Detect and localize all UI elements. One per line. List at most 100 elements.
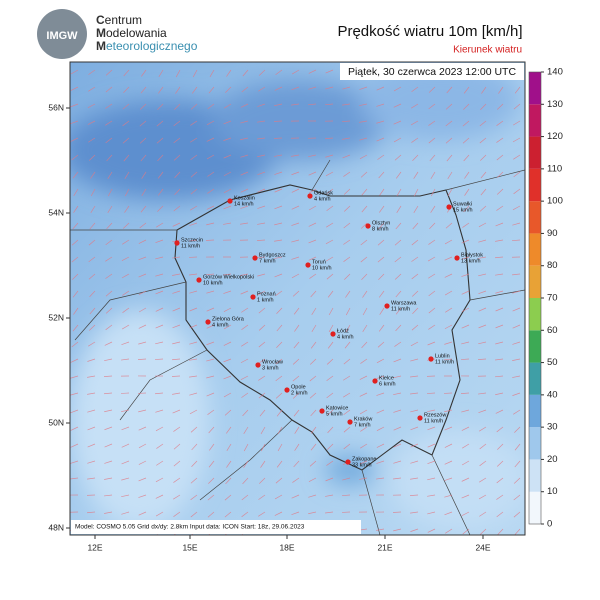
- wind-arrow: [376, 137, 385, 142]
- wind-arrow: [395, 307, 402, 315]
- wind-arrow: [70, 375, 79, 379]
- wind-arrow: [413, 171, 419, 179]
- wind-arrow: [141, 69, 147, 77]
- wind-arrow: [291, 511, 300, 515]
- wind-arrow: [342, 154, 351, 159]
- city-name: Opole: [291, 384, 306, 390]
- wind-arrow: [258, 375, 266, 381]
- wind-arrow: [445, 528, 453, 534]
- wind-arrow: [343, 426, 351, 433]
- wind-arrow: [495, 239, 504, 242]
- wind-arrow: [191, 443, 198, 451]
- wind-arrow: [260, 460, 266, 468]
- wind-arrow: [104, 494, 113, 497]
- wind-arrow: [190, 120, 198, 126]
- wind-arrow: [70, 120, 79, 125]
- axes: 56N 54N 52N 50N 48N 12E 15E 18E 21E 24E: [48, 102, 490, 552]
- wind-arrow: [413, 205, 419, 213]
- wind-arrow: [292, 290, 300, 297]
- wind-arrow: [496, 426, 504, 433]
- wind-arrow: [461, 324, 470, 329]
- wind-arrow: [359, 375, 368, 380]
- wind-arrow: [446, 86, 453, 94]
- wind-arrow: [240, 290, 249, 295]
- wind-arrow: [514, 460, 521, 468]
- wind-arrow: [107, 171, 113, 179]
- wind-arrow: [342, 477, 351, 481]
- wind-arrow: [70, 392, 79, 396]
- wind-arrow: [495, 392, 504, 396]
- wind-arrow: [461, 239, 470, 244]
- wind-arrow: [156, 120, 164, 127]
- colorbar-segment: [529, 491, 541, 524]
- city-name: Poznań: [257, 291, 276, 297]
- wind-arrow: [327, 426, 334, 434]
- wind-arrow: [71, 341, 79, 348]
- wind-arrow: [478, 273, 487, 277]
- wind-arrow: [343, 358, 351, 365]
- wind-arrow: [257, 256, 266, 259]
- wind-arrow: [478, 392, 487, 395]
- wind-arrow: [189, 222, 198, 226]
- wind-arrow: [155, 511, 164, 517]
- wind-arrow: [158, 86, 164, 94]
- wind-arrow: [258, 307, 266, 314]
- wind-arrow: [495, 375, 504, 378]
- city-wind: 6 km/h: [379, 381, 396, 387]
- wind-arrow: [103, 375, 113, 377]
- colorbar-label: 90: [547, 228, 558, 239]
- colorbar-label: 0: [547, 519, 552, 530]
- wind-arrow: [122, 103, 130, 110]
- wind-arrow: [274, 494, 283, 500]
- wind-arrow: [376, 528, 385, 531]
- lat-label: 52N: [48, 312, 64, 322]
- wind-arrow: [241, 494, 249, 501]
- wind-arrow: [513, 477, 521, 484]
- wind-arrow: [206, 137, 215, 142]
- wind-arrow: [394, 341, 402, 347]
- wind-arrow: [376, 443, 385, 448]
- wind-arrow: [241, 324, 249, 330]
- wind-arrow: [189, 273, 198, 276]
- wind-arrow: [291, 494, 300, 499]
- wind-arrow: [223, 341, 232, 346]
- wind-arrow: [240, 358, 249, 364]
- wind-arrow: [155, 392, 164, 395]
- city-name: Koszalin: [234, 195, 255, 201]
- wind-arrow: [410, 477, 419, 480]
- wind-arrow: [137, 358, 147, 360]
- wind-arrow: [275, 290, 283, 296]
- wind-arrow: [326, 188, 334, 195]
- wind-arrow: [138, 443, 147, 449]
- wind-arrow: [428, 273, 436, 279]
- wind-arrow: [379, 188, 385, 196]
- wind-arrow: [495, 256, 504, 259]
- wind-arrow: [512, 290, 521, 294]
- wind-arrow: [209, 69, 215, 78]
- wind-arrow: [104, 409, 113, 413]
- map-frame: [69, 61, 526, 536]
- colorbar-segment: [529, 427, 541, 460]
- wind-arrow: [308, 511, 317, 515]
- wind-arrow: [174, 171, 181, 179]
- wind-arrow: [464, 171, 470, 179]
- wind-arrow: [172, 409, 181, 414]
- wind-arrow: [345, 307, 351, 316]
- wind-arrow: [240, 171, 249, 176]
- wind-arrow: [141, 188, 147, 196]
- wind-arrow: [277, 443, 283, 452]
- wind-arrow: [292, 358, 300, 365]
- wind-arrow: [139, 222, 147, 229]
- wind-arrow: [240, 154, 249, 158]
- wind-arrow: [87, 358, 96, 362]
- wind-arrow: [495, 222, 504, 227]
- wind-arrow: [478, 256, 487, 259]
- wind-arrow: [393, 460, 402, 464]
- wind-arrow: [479, 443, 487, 450]
- wind-arrow: [90, 188, 96, 197]
- wind-arrow: [479, 511, 487, 517]
- wind-arrow: [343, 392, 351, 398]
- wind-arrow: [462, 222, 470, 228]
- wind-arrow: [156, 460, 164, 466]
